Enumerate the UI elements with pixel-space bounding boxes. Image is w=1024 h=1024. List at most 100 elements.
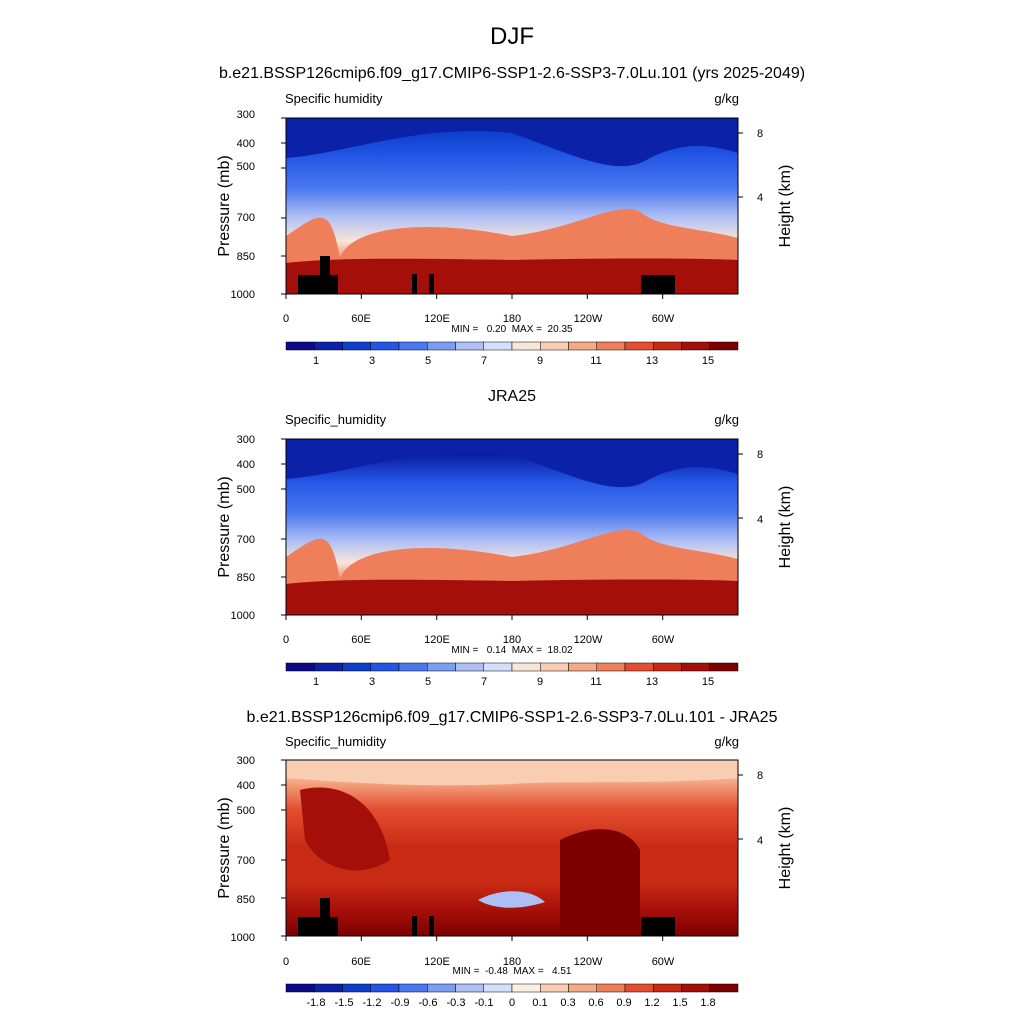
units-label: g/kg: [714, 734, 739, 749]
y-tick-label: 700: [237, 534, 255, 546]
topography-mask: [429, 274, 434, 294]
colorbar-swatch: [709, 341, 739, 351]
x-tick-label: 120W: [574, 956, 603, 968]
x-tick-label: 60E: [351, 956, 371, 968]
colorbar-label: 5: [425, 676, 431, 688]
colorbar-label: 9: [537, 355, 543, 367]
topography-mask: [412, 916, 417, 936]
x-tick-label: 60E: [351, 313, 371, 325]
height-tick-label: 4: [757, 835, 763, 847]
y-tick-label: 500: [237, 484, 255, 496]
colorbar-swatch: [624, 983, 654, 993]
colorbar-label: 0.1: [532, 997, 547, 1009]
colorbar-swatch: [596, 662, 626, 672]
x-tick-label: 180: [503, 634, 521, 646]
topography-mask: [429, 916, 434, 936]
colorbar-label: -1.2: [363, 997, 382, 1009]
colorbar-swatch: [596, 983, 626, 993]
colorbar-swatch: [427, 983, 456, 993]
colorbar-swatch: [568, 341, 597, 351]
colorbar-label: 3: [369, 676, 375, 688]
colorbar-swatch: [285, 662, 315, 672]
colorbar-swatch: [285, 341, 315, 351]
surface-moisture-contour: [286, 258, 738, 294]
x-tick-label: 120E: [424, 634, 450, 646]
height-tick-label: 8: [757, 770, 763, 782]
variable-label: Specific humidity: [285, 91, 383, 106]
height-axis-label: Height (km): [777, 807, 794, 890]
x-tick-label: 60W: [652, 313, 675, 325]
y-tick-label: 1000: [231, 289, 255, 301]
colorbar-swatch: [398, 662, 428, 672]
y-tick-label: 500: [237, 805, 255, 817]
y-tick-label: 300: [237, 109, 255, 121]
colorbar-swatch: [511, 341, 541, 351]
x-tick-label: 60W: [652, 634, 675, 646]
colorbar-swatch: [511, 983, 541, 993]
variable-label: Specific_humidity: [285, 412, 387, 427]
panel-model: Specific humidity g/kg 300 400 500 700 8…: [216, 91, 794, 367]
colorbar-label: 1.2: [644, 997, 659, 1009]
plot-area: [281, 759, 743, 941]
y-tick-label: 300: [237, 755, 255, 767]
units-label: g/kg: [714, 412, 739, 427]
x-tick-label: 120W: [574, 634, 603, 646]
colorbar-swatch: [681, 341, 710, 351]
colorbar-swatch: [314, 983, 343, 993]
x-tick-label: 0: [283, 956, 289, 968]
colorbar-label: 1: [313, 676, 319, 688]
topography-mask: [641, 917, 675, 936]
x-tick-label: 120E: [424, 956, 450, 968]
colorbar-label: -0.1: [475, 997, 494, 1009]
colorbar-label: 1.8: [700, 997, 715, 1009]
topography-mask: [320, 256, 330, 275]
x-tick-label: 60E: [351, 634, 371, 646]
panel-title: JRA25: [488, 388, 536, 405]
colorbar-label: 11: [590, 676, 601, 688]
y-tick-label: 300: [237, 434, 255, 446]
colorbar-swatch: [370, 983, 400, 993]
y-tick-label: 1000: [231, 932, 255, 944]
colorbar-swatch: [314, 341, 343, 351]
y-tick-label: 850: [237, 894, 255, 906]
colorbar-label: -1.8: [307, 997, 326, 1009]
units-label: g/kg: [714, 91, 739, 106]
colorbar-swatch: [568, 662, 597, 672]
colorbar-swatch: [398, 341, 428, 351]
x-tick-label: 0: [283, 634, 289, 646]
y-tick-label: 700: [237, 212, 255, 224]
topography-mask: [298, 275, 338, 294]
colorbar-label: -1.5: [335, 997, 354, 1009]
colorbar-label: 13: [646, 355, 658, 367]
x-tick-label: 120W: [574, 313, 603, 325]
colorbar-swatch: [681, 662, 710, 672]
height-tick-label: 4: [757, 192, 763, 204]
colorbar-label: 11: [590, 355, 601, 367]
colorbar: [285, 341, 739, 351]
colorbar-swatch: [624, 662, 654, 672]
colorbar-swatch: [342, 341, 371, 351]
panel-difference: b.e21.BSSP126cmip6.f09_g17.CMIP6-SSP1-2.…: [216, 709, 794, 1009]
y-tick-label: 700: [237, 855, 255, 867]
colorbar-label: -0.6: [419, 997, 438, 1009]
panel-title: b.e21.BSSP126cmip6.f09_g17.CMIP6-SSP1-2.…: [247, 709, 778, 726]
colorbar-swatch: [483, 341, 513, 351]
colorbar-label: 5: [425, 355, 431, 367]
y-axis-label: Pressure (mb): [216, 155, 233, 256]
y-tick-label: 500: [237, 161, 255, 173]
colorbar-swatch: [285, 983, 315, 993]
colorbar-label: 3: [369, 355, 375, 367]
anomaly-contour-east: [560, 829, 640, 930]
colorbar-swatch: [681, 983, 710, 993]
colorbar-label: 0: [509, 997, 515, 1009]
colorbar-label: 7: [481, 355, 487, 367]
height-axis-label: Height (km): [777, 165, 794, 248]
colorbar-swatch: [653, 983, 682, 993]
colorbar: [285, 662, 739, 672]
height-tick-label: 4: [757, 514, 763, 526]
min-max-stats: MIN = -0.48 MAX = 4.51: [453, 966, 572, 977]
colorbar-swatch: [653, 662, 682, 672]
colorbar-swatch: [568, 983, 597, 993]
upper-anomaly-contour: [286, 760, 738, 786]
min-max-stats: MIN = 0.20 MAX = 20.35: [451, 324, 573, 335]
